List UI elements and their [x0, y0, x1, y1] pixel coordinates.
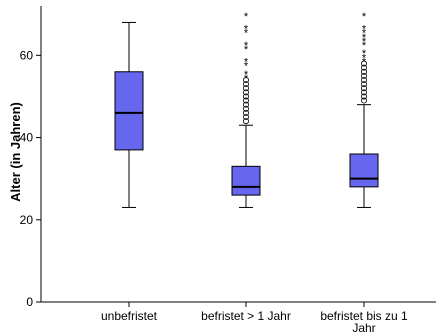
outlier-point — [242, 93, 249, 100]
outlier-point — [360, 85, 367, 92]
outlier-point — [242, 77, 249, 84]
x-category-label-line: befristet bis zu 1 — [320, 309, 408, 323]
box-group: ********* — [349, 11, 379, 208]
extreme-point: * — [244, 28, 249, 40]
outlier-point — [242, 114, 249, 121]
y-axis-title: Alter (in Jahren) — [8, 102, 23, 202]
outlier-point — [360, 68, 367, 75]
plot-area: ****************** — [114, 11, 379, 208]
outlier-point — [360, 97, 367, 104]
y-tick-label: 40 — [20, 131, 34, 145]
extreme-point: * — [362, 24, 367, 36]
outlier-point — [242, 89, 249, 96]
outlier-point — [360, 77, 367, 84]
x-category-label-line: befristet > 1 Jahr — [201, 309, 291, 323]
extreme-point: * — [362, 28, 367, 40]
extreme-point: * — [362, 48, 367, 60]
outlier-point — [242, 118, 249, 125]
box-group: ********* — [231, 11, 261, 208]
outlier-point — [360, 64, 367, 71]
extreme-point: * — [244, 24, 249, 36]
y-tick-label: 20 — [20, 213, 34, 227]
y-tick-label: 0 — [26, 295, 33, 309]
extreme-point: * — [244, 56, 249, 68]
extreme-point: * — [362, 11, 367, 23]
x-category-label-line: Jahr — [352, 321, 375, 335]
x-category-label-line: unbefristet — [101, 309, 158, 323]
iqr-box — [349, 153, 379, 188]
outlier-point — [242, 85, 249, 92]
extreme-point: * — [362, 32, 367, 44]
iqr-box — [231, 165, 261, 196]
extreme-point: * — [362, 56, 367, 68]
x-category-label: unbefristet — [101, 309, 158, 323]
outlier-point — [360, 81, 367, 88]
y-axis: 0 20 40 60 — [20, 6, 42, 309]
x-category-label: befristet bis zu 1 Jahr — [320, 309, 408, 335]
outlier-point — [242, 101, 249, 108]
outlier-point — [360, 89, 367, 96]
outlier-point — [360, 93, 367, 100]
extreme-point: * — [362, 40, 367, 52]
outlier-point — [360, 72, 367, 79]
outlier-point — [242, 97, 249, 104]
extreme-point: * — [362, 52, 367, 64]
extreme-point: * — [244, 69, 249, 81]
outlier-point — [242, 81, 249, 88]
extreme-point: * — [244, 61, 249, 73]
y-tick-label: 60 — [20, 48, 34, 62]
outlier-point — [242, 109, 249, 116]
extreme-point: * — [362, 36, 367, 48]
box-group — [114, 21, 144, 208]
x-category-label: befristet > 1 Jahr — [201, 309, 291, 323]
extreme-point: * — [244, 11, 249, 23]
outlier-point — [360, 60, 367, 67]
x-axis: unbefristet befristet > 1 Jahr befristet b… — [41, 301, 436, 335]
extreme-point: * — [244, 44, 249, 56]
iqr-box — [114, 71, 144, 151]
outlier-point — [242, 105, 249, 112]
extreme-point: * — [244, 40, 249, 52]
extreme-point: * — [244, 73, 249, 85]
